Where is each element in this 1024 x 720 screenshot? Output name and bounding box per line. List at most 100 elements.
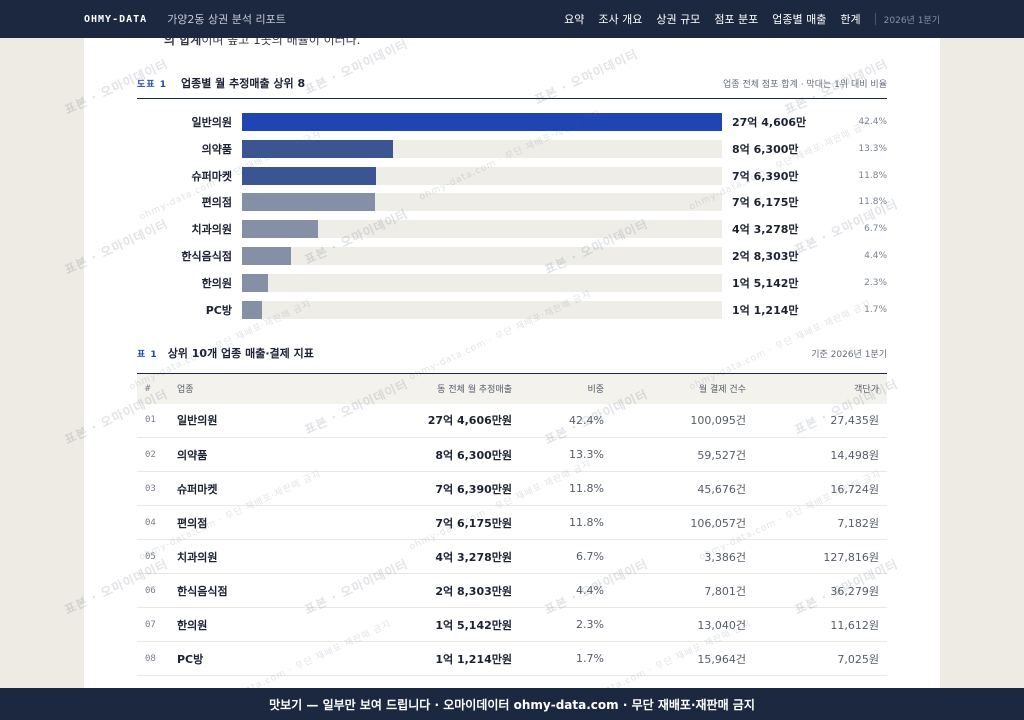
cell-monthly-sales: 4억 3,278만원 <box>307 539 512 574</box>
bar-track <box>242 113 722 131</box>
figure-title: 업종별 월 추정매출 상위 8 <box>180 77 306 90</box>
cell-industry: 슈퍼마켓 <box>177 471 307 506</box>
cell-index: 06 <box>137 573 177 608</box>
cell-index: 07 <box>137 607 177 642</box>
cell-index: 01 <box>137 403 177 438</box>
nav-links: 요약 조사 개요 상권 규모 점포 분포 업종별 매출 한계 2026년 1분기 <box>564 11 940 27</box>
table-note: 기준 2026년 1분기 <box>811 349 887 360</box>
col-header-avg-spend: 객단가 <box>746 373 887 404</box>
cell-transactions: 100,095건 <box>604 403 746 438</box>
nav-link-market-size[interactable]: 상권 규모 <box>656 13 701 26</box>
previous-paragraph-text: 이며 높고 1곳의 배율이 이러다. <box>201 38 361 47</box>
bar-category-label: 의약품 <box>201 142 232 156</box>
nav-link-store-distribution[interactable]: 점포 분포 <box>714 13 759 26</box>
table-body: 01 일반의원 27억 4,606만원 42.4% 100,095건 27,435원 02 의… <box>137 403 887 676</box>
bar-track <box>242 220 722 239</box>
nav-date: 2026년 1분기 <box>883 15 940 26</box>
table-row: 05 치과의원 4억 3,278만원 6.7% 3,386건 127,816원 <box>137 539 887 574</box>
bar-value-label: 4억 3,278만 <box>732 223 799 237</box>
cell-monthly-sales: 8억 6,300만원 <box>307 437 512 472</box>
cell-transactions: 59,527건 <box>604 437 746 472</box>
preview-banner-text: 맛보기 — 일부만 보여 드립니다 · 오마이데이터 ohmy-data.com… <box>269 697 755 712</box>
bar-track <box>242 273 722 292</box>
cell-share: 4.4% <box>512 573 604 608</box>
previous-paragraph-tail: 의 합계이며 높고 1곳의 배율이 이러다. <box>164 38 361 48</box>
bar-category-label: 일반의원 <box>191 116 232 129</box>
figure-rule <box>137 98 887 99</box>
bar <box>242 193 376 212</box>
cell-monthly-sales: 1억 1,214만원 <box>307 641 512 676</box>
cell-avg-spend: 27,435원 <box>746 403 887 438</box>
table-header-row: # 업종 동 전체 월 추정매출 비중 월 결제 건수 객단가 <box>137 373 887 404</box>
cell-share: 11.8% <box>512 505 604 540</box>
report-paper: 의 합계이며 높고 1곳의 배율이 이러다. 도표 1 업종별 월 추정매출 상… <box>84 38 940 720</box>
bar-row: 슈퍼마켓 7억 6,390만 11.8% <box>137 166 887 186</box>
cell-avg-spend: 7,182원 <box>746 505 887 540</box>
table-row: 06 한식음식점 2억 8,303만원 4.4% 7,801건 36,279원 <box>137 573 887 608</box>
top-nav: OHMY-DATA 가양2동 상권 분석 리포트 요약 조사 개요 상권 규모 … <box>0 0 1024 38</box>
cell-industry: PC방 <box>177 641 307 676</box>
preview-banner: 맛보기 — 일부만 보여 드립니다 · 오마이데이터 ohmy-data.com… <box>0 688 1024 720</box>
bar-value-label: 1억 1,214만 <box>732 303 799 317</box>
cell-transactions: 3,386건 <box>604 539 746 574</box>
cell-transactions: 106,057건 <box>604 505 746 540</box>
nav-link-limitations[interactable]: 한계 <box>840 13 861 26</box>
bar <box>242 247 292 265</box>
bar <box>242 166 376 185</box>
bar-track <box>242 139 722 158</box>
cell-industry: 일반의원 <box>177 403 307 438</box>
cell-index: 02 <box>137 437 177 472</box>
bar-row: 편의점 7억 6,175만 11.8% <box>137 192 887 212</box>
bar-track <box>242 300 722 319</box>
cell-avg-spend: 127,816원 <box>746 539 887 574</box>
nav-divider <box>874 13 876 25</box>
bar-share-label: 13.3% <box>858 143 887 154</box>
table-header: 표 1 상위 10개 업종 매출·결제 지표 기준 2026년 1분기 <box>137 344 887 362</box>
bar-row: 의약품 8억 6,300만 13.3% <box>137 139 887 159</box>
bar <box>242 139 393 158</box>
col-header-monthly-sales: 동 전체 월 추정매출 <box>307 373 512 404</box>
nav-link-summary[interactable]: 요약 <box>564 13 585 26</box>
bar-category-label: 한의원 <box>201 276 232 290</box>
cell-avg-spend: 36,279원 <box>746 573 887 608</box>
figure-header: 도표 1 업종별 월 추정매출 상위 8 업종 전체 점포 합계 · 막대는 1… <box>137 74 887 92</box>
cell-share: 42.4% <box>512 403 604 438</box>
col-header-transactions: 월 결제 건수 <box>604 373 746 404</box>
cell-monthly-sales: 7억 6,390만원 <box>307 471 512 506</box>
previous-paragraph-bold: 의 합계 <box>164 38 202 47</box>
nav-link-survey-overview[interactable]: 조사 개요 <box>598 13 643 26</box>
bar-row: PC방 1억 1,214만 1.7% <box>137 300 887 320</box>
table-row: 07 한의원 1억 5,142만원 2.3% 13,040건 11,612원 <box>137 607 887 642</box>
bar-value-label: 7억 6,175만 <box>732 196 799 210</box>
bar <box>242 300 262 319</box>
cell-avg-spend: 11,612원 <box>746 607 887 642</box>
bar-share-label: 42.4% <box>858 117 887 127</box>
cell-avg-spend: 14,498원 <box>746 437 887 472</box>
cell-industry: 치과의원 <box>177 539 307 574</box>
bar-row: 치과의원 4억 3,278만 6.7% <box>137 219 887 239</box>
bar-row: 일반의원 27억 4,606만 42.4% <box>137 112 887 132</box>
nav-link-sales-by-industry[interactable]: 업종별 매출 <box>772 13 827 26</box>
cell-share: 2.3% <box>512 607 604 642</box>
bar-share-label: 6.7% <box>864 224 887 235</box>
bar-track <box>242 166 722 185</box>
table-row: 01 일반의원 27억 4,606만원 42.4% 100,095건 27,435원 <box>137 403 887 438</box>
col-header-industry: 업종 <box>177 373 307 404</box>
bar-category-label: 치과의원 <box>191 223 232 237</box>
cell-transactions: 45,676건 <box>604 471 746 506</box>
cell-avg-spend: 16,724원 <box>746 471 887 506</box>
bar-row: 한식음식점 2억 8,303만 4.4% <box>137 246 887 266</box>
bar-value-label: 8억 6,300만 <box>732 142 799 156</box>
cell-monthly-sales: 1억 5,142만원 <box>307 607 512 642</box>
table-row: 08 PC방 1억 1,214만원 1.7% 15,964건 7,025원 <box>137 641 887 676</box>
bar-value-label: 7억 6,390만 <box>732 169 799 183</box>
cell-monthly-sales: 27억 4,606만원 <box>307 403 512 438</box>
table-row: 03 슈퍼마켓 7억 6,390만원 11.8% 45,676건 16,724원 <box>137 471 887 506</box>
cell-monthly-sales: 2억 8,303만원 <box>307 573 512 608</box>
brand-logo[interactable]: OHMY-DATA <box>84 13 148 25</box>
cell-industry: 한의원 <box>177 607 307 642</box>
bar-share-label: 11.8% <box>858 197 887 208</box>
bar-value-label: 1억 5,142만 <box>732 276 799 290</box>
col-header-index: # <box>137 373 177 404</box>
cell-transactions: 7,801건 <box>604 573 746 608</box>
